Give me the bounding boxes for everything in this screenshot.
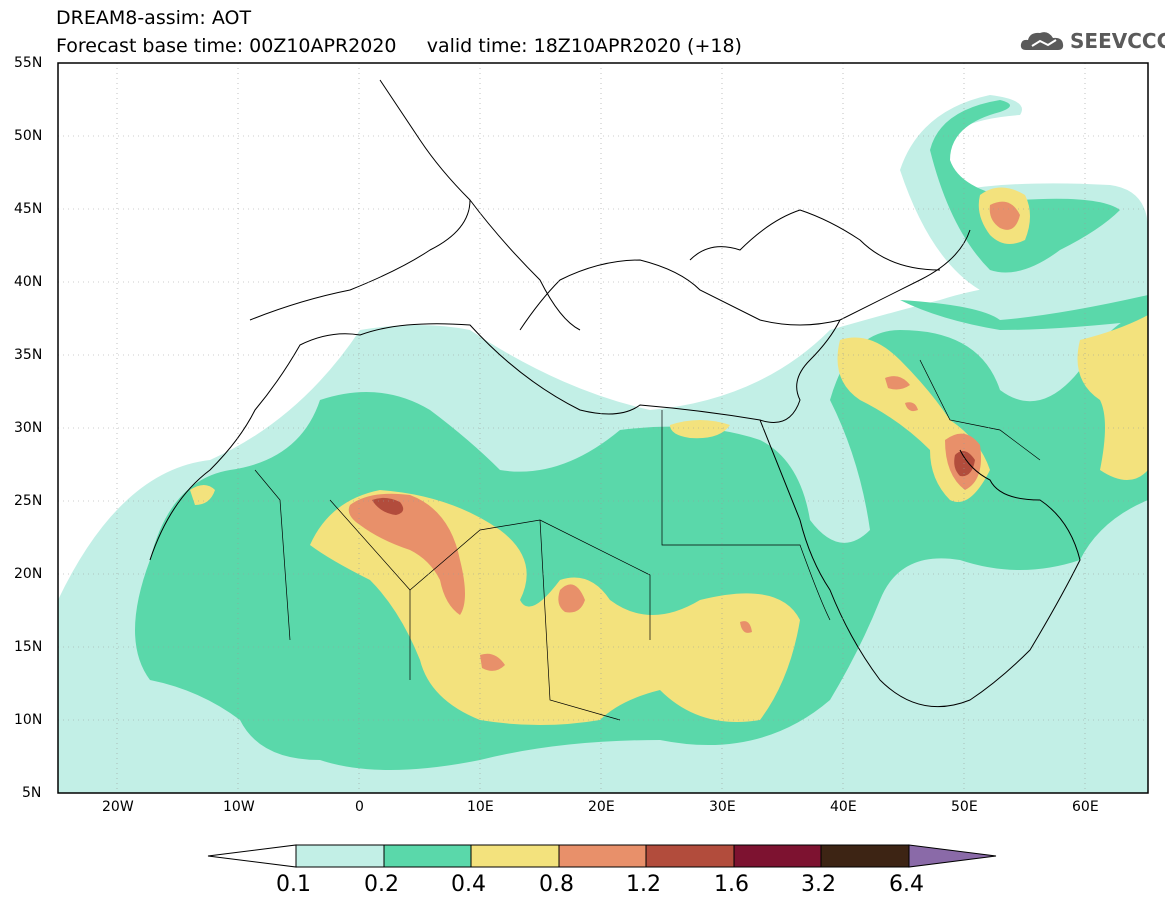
- colorbar-label: 6.4: [889, 872, 924, 897]
- logo-text: SEEVCCC: [1070, 29, 1165, 53]
- colorbar-bin: [645, 844, 735, 868]
- lon-tick-label: 30E: [709, 799, 736, 815]
- colorbar-bin: [820, 844, 910, 868]
- colorbar-label: 0.1: [276, 872, 311, 897]
- lon-tick-label: 50E: [951, 799, 978, 815]
- lon-tick-label: 10E: [467, 799, 494, 815]
- lat-tick-label: 25N: [14, 493, 43, 509]
- colorbar-bin: [470, 844, 560, 868]
- colorbar-label: 3.2: [801, 872, 836, 897]
- colorbar-bin: [383, 844, 472, 868]
- colorbar-label: 0.8: [539, 872, 574, 897]
- colorbar-bin: [558, 844, 647, 868]
- lat-tick-label: 55N: [14, 55, 43, 71]
- lon-tick-label: 40E: [830, 799, 857, 815]
- colorbar-bin: [733, 844, 822, 868]
- colorbar-bin: [295, 844, 385, 868]
- lat-tick-label: 30N: [14, 420, 43, 436]
- chart-subtitle: Forecast base time: 00Z10APR2020 valid t…: [56, 35, 742, 57]
- lat-tick-label: 15N: [14, 639, 43, 655]
- cloud-icon: [1020, 32, 1064, 50]
- lon-tick-label: 10W: [223, 799, 255, 815]
- lat-tick-label: 50N: [14, 128, 43, 144]
- lat-tick-label: 40N: [14, 274, 43, 290]
- colorbar-label: 1.2: [626, 872, 661, 897]
- lon-tick-label: 20E: [588, 799, 615, 815]
- grid-lines: [58, 63, 1148, 793]
- colorbar-label: 0.2: [364, 872, 399, 897]
- lon-tick-label: 60E: [1072, 799, 1099, 815]
- colorbar-high-arrow: [908, 844, 997, 868]
- lon-tick-label: 20W: [102, 799, 134, 815]
- colorbar: [207, 844, 997, 868]
- colorbar-low-arrow: [207, 844, 297, 868]
- chart-title: DREAM8-assim: AOT: [56, 7, 252, 29]
- map-frame: [57, 62, 1149, 794]
- lon-tick-label: 0: [355, 799, 364, 815]
- lat-tick-label: 35N: [14, 347, 43, 363]
- lat-tick-label: 10N: [14, 712, 43, 728]
- colorbar-label: 1.6: [714, 872, 749, 897]
- lat-tick-label: 20N: [14, 566, 43, 582]
- aot-field: [58, 79, 1148, 793]
- colorbar-label: 0.4: [451, 872, 486, 897]
- lat-tick-label: 45N: [14, 201, 43, 217]
- lat-tick-label: 5N: [22, 785, 42, 801]
